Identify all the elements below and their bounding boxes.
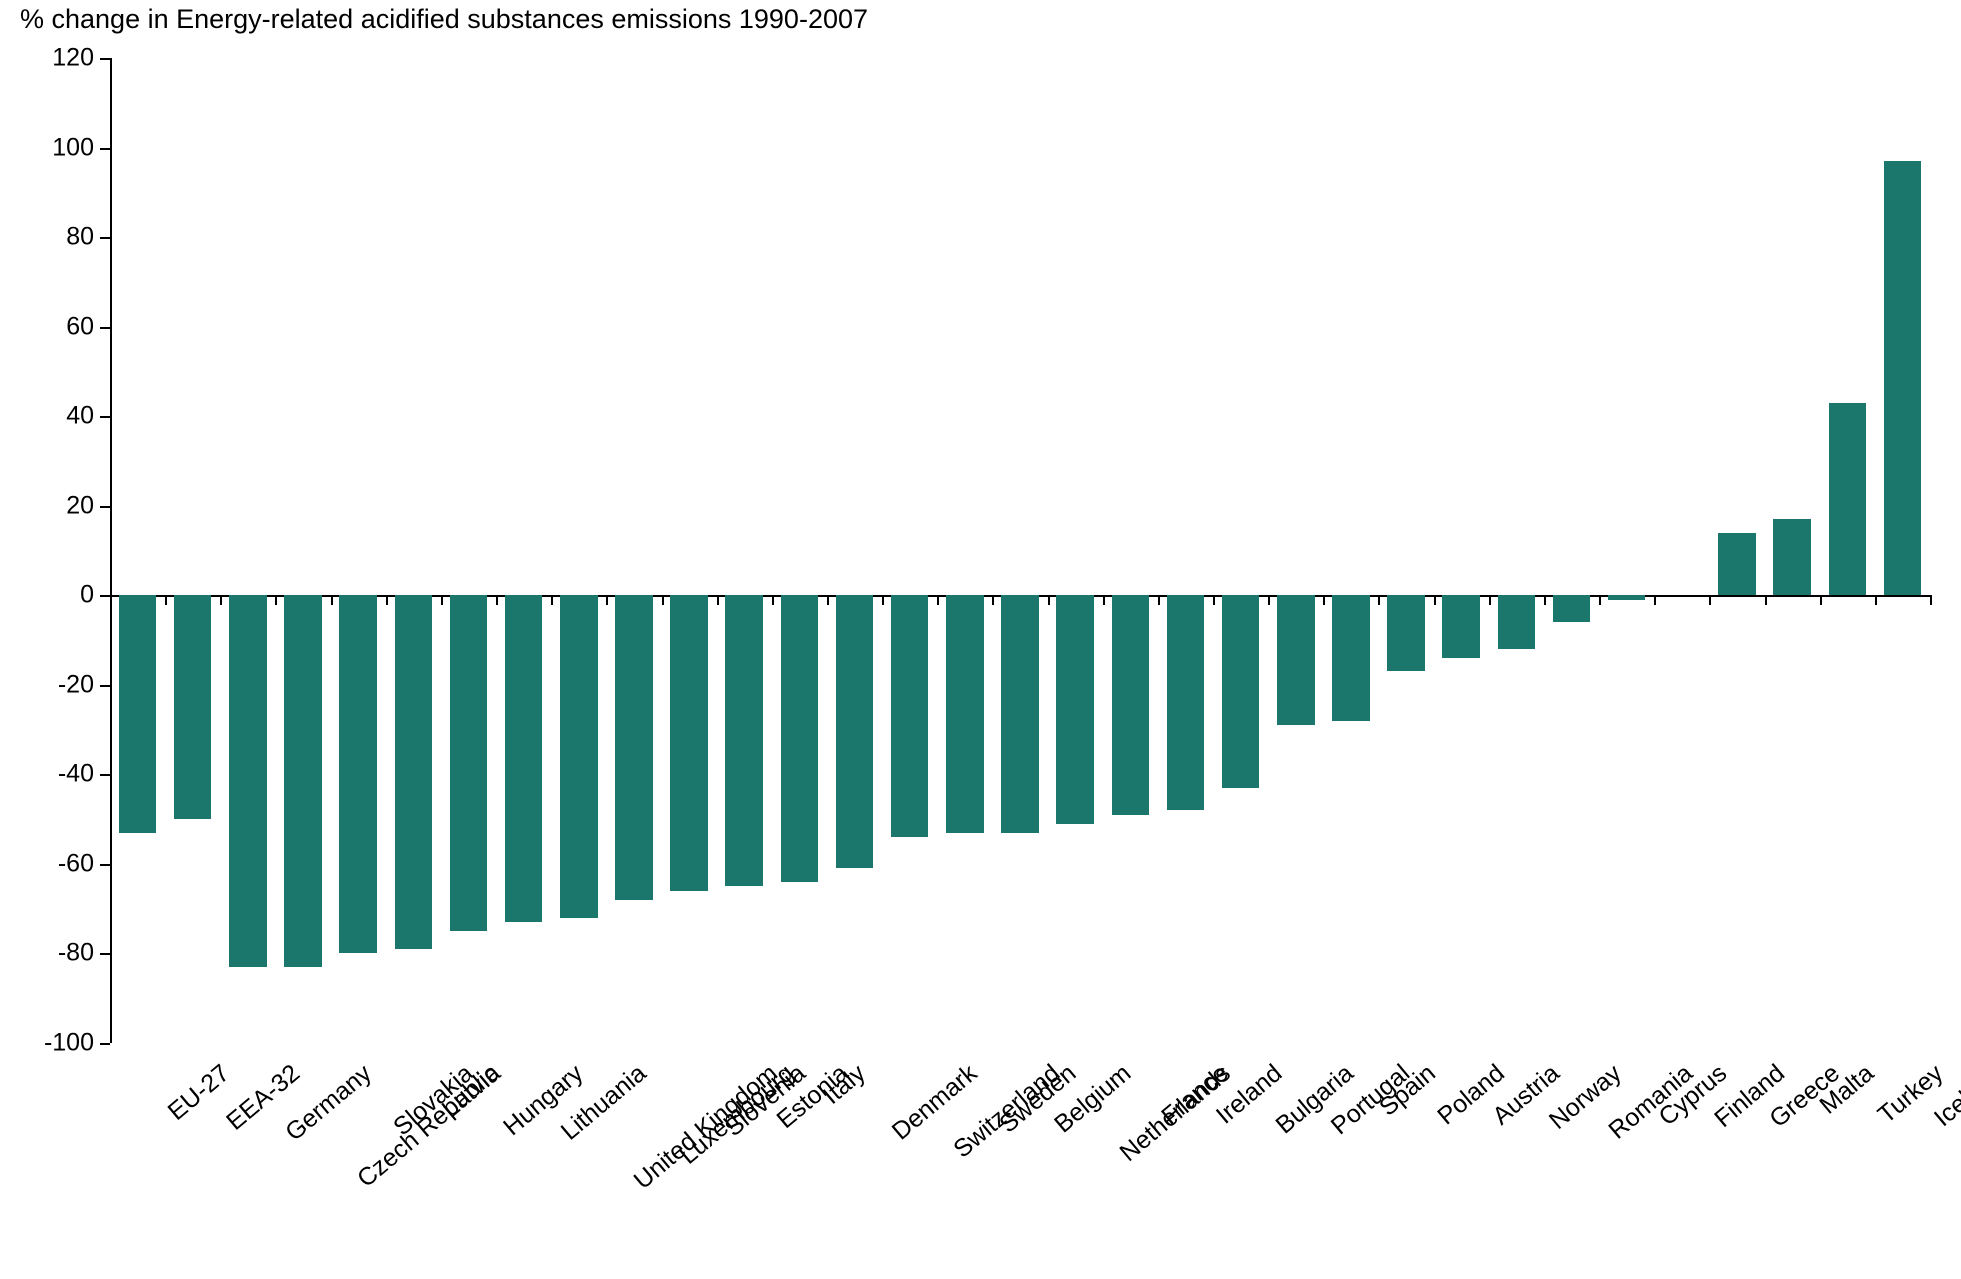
plot-area: -100-80-60-40-20020406080100120EU-27EEA-… [110, 58, 1930, 1043]
x-tick [331, 595, 333, 605]
bar [560, 595, 598, 917]
y-axis [110, 58, 112, 1043]
bar [1056, 595, 1094, 823]
y-tick-label: 0 [80, 581, 94, 610]
x-tick [882, 595, 884, 605]
chart-title: % change in Energy-related acidified sub… [20, 4, 868, 35]
bar [891, 595, 929, 837]
y-tick-label: -100 [44, 1029, 94, 1058]
x-tick [772, 595, 774, 605]
y-tick-label: -40 [58, 760, 94, 789]
x-tick [1434, 595, 1436, 605]
bar [174, 595, 212, 819]
y-tick [100, 237, 110, 239]
y-tick-label: 20 [66, 491, 94, 520]
x-tick [441, 595, 443, 605]
bar [1222, 595, 1260, 788]
y-tick-label: -20 [58, 670, 94, 699]
bar [836, 595, 874, 868]
bar [1387, 595, 1425, 671]
x-tick [1654, 595, 1656, 605]
x-tick [717, 595, 719, 605]
x-tick [1709, 595, 1711, 605]
y-tick [100, 774, 110, 776]
y-tick-label: 60 [66, 312, 94, 341]
bar [946, 595, 984, 832]
y-tick [100, 685, 110, 687]
bar [339, 595, 377, 953]
y-tick [100, 58, 110, 60]
bar [1001, 595, 1039, 832]
x-tick [1489, 595, 1491, 605]
x-tick [1268, 595, 1270, 605]
bar [1498, 595, 1536, 649]
x-tick [220, 595, 222, 605]
x-tick [606, 595, 608, 605]
y-tick [100, 864, 110, 866]
y-tick [100, 595, 110, 597]
x-tick [662, 595, 664, 605]
y-tick-label: 40 [66, 402, 94, 431]
bar [1718, 533, 1756, 596]
x-tick [1213, 595, 1215, 605]
bar [505, 595, 543, 922]
bar [1277, 595, 1315, 725]
bar [119, 595, 157, 832]
bar [1332, 595, 1370, 720]
y-tick [100, 1043, 110, 1045]
y-tick [100, 506, 110, 508]
x-tick [1103, 595, 1105, 605]
y-tick [100, 416, 110, 418]
x-tick [165, 595, 167, 605]
y-tick [100, 327, 110, 329]
y-tick [100, 148, 110, 150]
bar [1112, 595, 1150, 814]
y-tick-label: -60 [58, 849, 94, 878]
bar [1167, 595, 1205, 810]
x-tick [827, 595, 829, 605]
bar [284, 595, 322, 967]
x-tick [1158, 595, 1160, 605]
x-tick [1765, 595, 1767, 605]
y-tick-label: 80 [66, 223, 94, 252]
bar [1884, 161, 1922, 595]
x-tick [386, 595, 388, 605]
chart-container: % change in Energy-related acidified sub… [0, 0, 1961, 1279]
x-tick [992, 595, 994, 605]
bar [1442, 595, 1480, 658]
x-tick [1930, 595, 1932, 605]
bar [450, 595, 488, 931]
bar [395, 595, 433, 949]
bar [670, 595, 708, 891]
x-tick [1323, 595, 1325, 605]
bar [615, 595, 653, 899]
bar [1553, 595, 1591, 622]
y-tick-label: 100 [52, 133, 94, 162]
x-tick [937, 595, 939, 605]
x-tick [1820, 595, 1822, 605]
x-tick [110, 595, 112, 605]
bar [1829, 403, 1867, 596]
x-tick [1048, 595, 1050, 605]
x-tick [275, 595, 277, 605]
bar [781, 595, 819, 882]
x-tick [1544, 595, 1546, 605]
y-tick [100, 953, 110, 955]
x-tick [496, 595, 498, 605]
bar [229, 595, 267, 967]
bar [725, 595, 763, 886]
x-tick [1875, 595, 1877, 605]
x-tick [1599, 595, 1601, 605]
bar [1773, 519, 1811, 595]
y-tick-label: 120 [52, 44, 94, 73]
bar [1608, 595, 1646, 599]
y-tick-label: -80 [58, 939, 94, 968]
x-tick [551, 595, 553, 605]
x-tick [1378, 595, 1380, 605]
